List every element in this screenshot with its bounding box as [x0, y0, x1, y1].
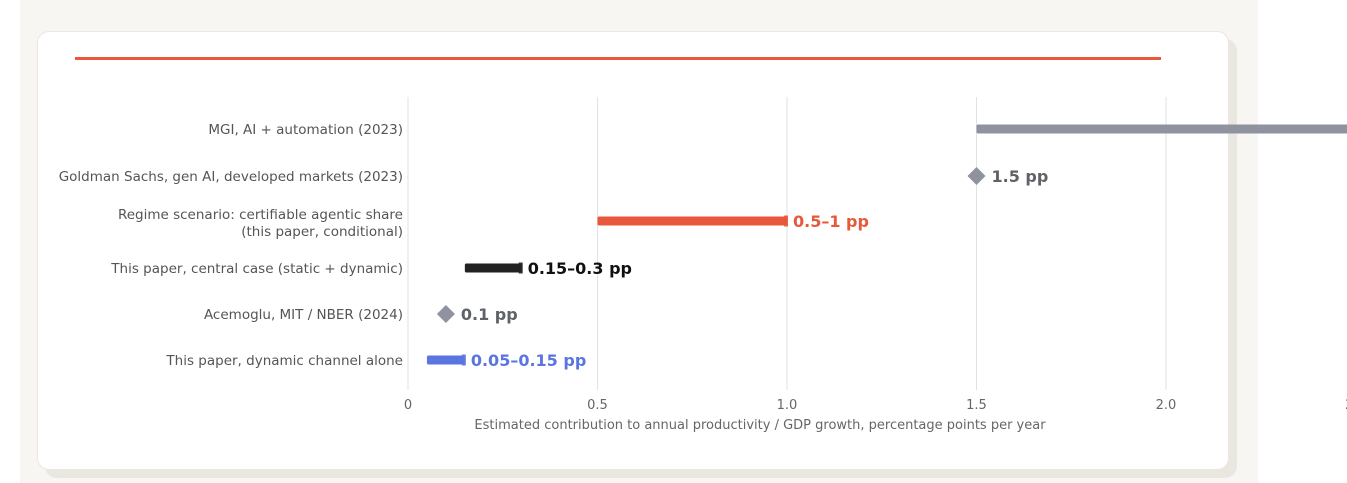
x-tick-label: 1.5 — [966, 398, 987, 413]
x-tick-label: 0 — [404, 398, 412, 413]
estimate-value-label: 0.1 pp — [461, 305, 518, 324]
category-label: Regime scenario: certifiable agentic sha… — [118, 207, 403, 223]
estimate-point-marker — [967, 167, 986, 185]
category-label: Goldman Sachs, gen AI, developed markets… — [59, 169, 403, 185]
estimate-value-label: 0.05–0.15 pp — [471, 351, 586, 370]
category-label-line2: (this paper, conditional) — [241, 224, 403, 240]
estimate-range-bar — [597, 216, 787, 226]
estimate-range-bar — [976, 124, 1347, 134]
x-axis-label: Estimated contribution to annual product… — [474, 418, 1046, 433]
estimate-range-cap — [784, 215, 788, 227]
estimate-range-bar — [464, 263, 522, 273]
category-label: This paper, central case (static + dynam… — [110, 261, 403, 277]
x-tick-label: 2.0 — [1156, 398, 1177, 413]
category-label: MGI, AI + automation (2023) — [208, 122, 403, 138]
x-axis-ticks: 00.51.01.52.02.53.03.5 — [404, 398, 1347, 413]
estimate-value-label: 1.5 pp — [992, 167, 1049, 186]
category-label: This paper, dynamic channel alone — [165, 353, 403, 369]
estimate-range-bar — [426, 355, 465, 365]
accent-divider — [75, 57, 1161, 60]
estimate-marks — [426, 124, 1347, 366]
estimate-value-label: 0.5–1 pp — [793, 212, 869, 231]
category-labels: MGI, AI + automation (2023) Goldman Sachs… — [59, 122, 403, 369]
estimate-point-marker — [436, 305, 455, 323]
grid-lines — [407, 97, 1167, 390]
category-label: Acemoglu, MIT / NBER (2024) — [204, 307, 403, 323]
estimate-range-cap — [518, 262, 523, 274]
x-tick-label: 2.5 — [1345, 398, 1347, 413]
estimate-range-cap — [461, 354, 466, 366]
chart-card — [37, 31, 1229, 470]
x-tick-label: 1.0 — [777, 398, 798, 413]
estimate-value-label: 0.15–0.3 pp — [528, 259, 632, 278]
value-labels: 1.5–3.4 pp1.5 pp0.5–1 pp0.15–0.3 pp0.1 p… — [461, 167, 1049, 370]
x-tick-label: 0.5 — [587, 398, 608, 413]
